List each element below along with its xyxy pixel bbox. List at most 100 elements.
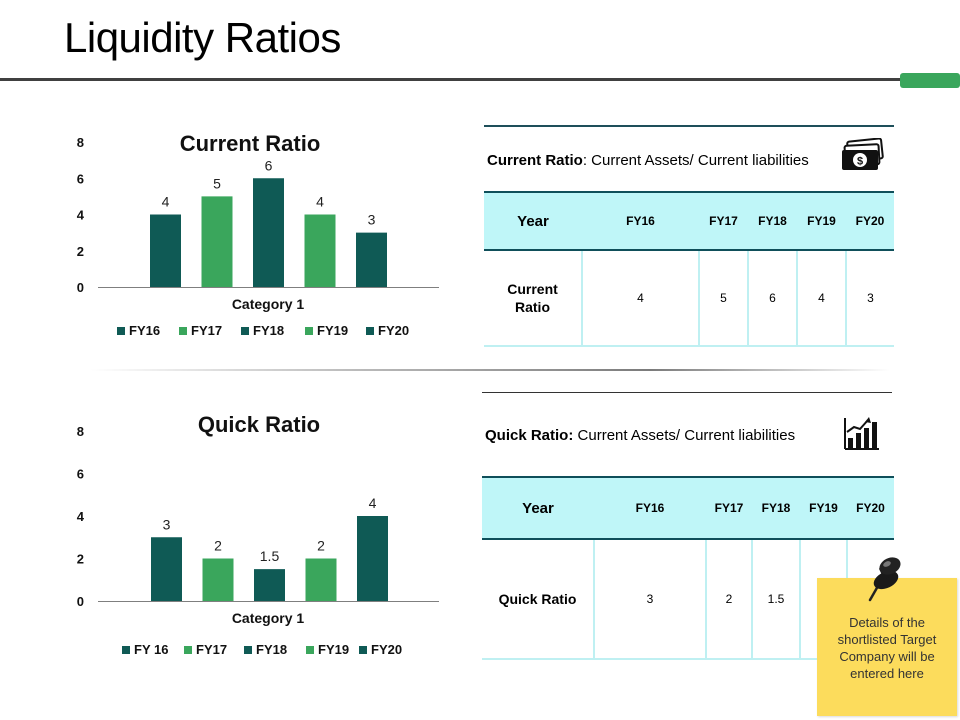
data-label: 5: [213, 175, 221, 191]
panel-top-rule: [484, 125, 894, 127]
current-ratio-formula: Current Ratio: Current Assets/ Current l…: [487, 152, 809, 169]
title-divider: [0, 78, 960, 81]
year-cell: FY18: [752, 476, 800, 540]
legend-label: FY20: [378, 323, 409, 338]
year-header: Year: [484, 191, 582, 251]
bar: [150, 214, 181, 287]
quick-ratio-chart: Quick Ratio 0 2 4 6 8 3 2 1.5 2 4 Category 1 FY 16 FY…: [77, 412, 439, 657]
data-label: 2: [214, 538, 222, 554]
year-cell: FY20: [846, 191, 894, 251]
panel-top-rule: [482, 392, 892, 393]
x-category-label: Category 1: [232, 610, 305, 626]
bar: [304, 214, 336, 287]
sticky-note-text: Details of the shortlisted Target Compan…: [837, 615, 937, 681]
year-cell: FY19: [800, 476, 847, 540]
section-divider: [90, 369, 890, 371]
data-label: 2: [317, 538, 325, 554]
bar: [305, 558, 337, 601]
data-label: 3: [368, 212, 376, 228]
value-cell: 4: [581, 250, 700, 347]
legend-label: FY 16: [134, 642, 168, 657]
slide-title: Liquidity Ratios: [64, 14, 341, 61]
legend-label: FY17: [191, 323, 222, 338]
y-tick-label: 6: [77, 467, 84, 482]
y-tick-label: 2: [77, 244, 84, 259]
legend-swatch: [241, 327, 249, 335]
formula-text: Current Assets/ Current liabilities: [573, 427, 796, 444]
value-cell: 1.5: [751, 539, 801, 660]
year-cell: FY16: [594, 476, 706, 540]
legend-label: FY19: [318, 642, 349, 657]
row-label-text: Current Ratio: [507, 281, 558, 315]
data-label: 6: [265, 157, 273, 173]
legend-label: FY18: [253, 323, 284, 338]
bar: [253, 178, 284, 287]
chart-title: Current Ratio: [180, 131, 321, 156]
pushpin-icon: [862, 556, 906, 607]
bar: [357, 516, 388, 601]
legend-swatch: [122, 646, 130, 654]
data-label: 1.5: [260, 548, 280, 564]
y-tick-label: 8: [77, 424, 84, 439]
bar: [201, 196, 233, 287]
value-cell: 3: [593, 539, 707, 660]
legend-swatch: [244, 646, 252, 654]
y-tick-label: 0: [77, 594, 84, 609]
year-cell: FY16: [582, 191, 699, 251]
y-tick-label: 4: [77, 509, 85, 524]
legend-swatch: [179, 327, 187, 335]
legend-label: FY19: [317, 323, 348, 338]
sticky-note: Details of the shortlisted Target Compan…: [817, 578, 957, 716]
data-label: 3: [163, 516, 171, 532]
legend-swatch: [359, 646, 367, 654]
legend-label: FY18: [256, 642, 287, 657]
value-cell: 4: [796, 250, 847, 347]
y-tick-label: 6: [77, 171, 84, 186]
data-label: 4: [369, 495, 377, 511]
legend-label: FY20: [371, 642, 402, 657]
legend-swatch: [184, 646, 192, 654]
table-header-row: Year FY16 FY17 FY18 FY19 FY20: [482, 476, 894, 540]
x-category-label: Category 1: [232, 296, 305, 312]
legend-swatch: [306, 646, 314, 654]
legend-label: FY16: [129, 323, 160, 338]
y-tick-label: 8: [77, 135, 84, 150]
current-ratio-chart: Current Ratio 0 2 4 6 8 4 5 6 4 3 Category 1 FY16 FY1…: [77, 131, 439, 338]
data-label: 4: [316, 194, 324, 210]
chart-title: Quick Ratio: [198, 412, 320, 437]
legend-swatch: [305, 327, 313, 335]
year-cell: FY18: [748, 191, 797, 251]
bar: [151, 537, 182, 601]
svg-text:$: $: [857, 156, 863, 168]
formula-term: Current Ratio: [487, 152, 583, 169]
formula-term: Quick Ratio:: [485, 427, 574, 444]
title-accent-bar: [900, 73, 960, 88]
value-cell: 3: [845, 250, 894, 347]
y-tick-label: 4: [77, 208, 85, 223]
value-cell: 5: [698, 250, 749, 347]
year-header: Year: [482, 476, 594, 540]
year-cell: FY17: [699, 191, 748, 251]
formula-text: : Current Assets/ Current liabilities: [582, 152, 809, 169]
y-tick-label: 2: [77, 552, 84, 567]
growth-chart-icon: [844, 416, 880, 455]
bar: [254, 569, 285, 601]
legend-swatch: [117, 327, 125, 335]
legend-label: FY17: [196, 642, 227, 657]
money-icon: $: [840, 137, 886, 177]
year-cell: FY19: [797, 191, 846, 251]
current-ratio-table: Year FY16 FY17 FY18 FY19 FY20 Current Ra…: [484, 191, 894, 347]
year-cell: FY17: [706, 476, 752, 540]
value-cell: 2: [705, 539, 753, 660]
quick-ratio-table: Year FY16 FY17 FY18 FY19 FY20 Quick Rati…: [482, 476, 894, 660]
value-cell: 6: [747, 250, 798, 347]
legend-swatch: [366, 327, 374, 335]
table-row: Current Ratio 4 5 6 4 3: [484, 250, 894, 347]
quick-ratio-formula: Quick Ratio: Current Assets/ Current lia…: [485, 427, 795, 444]
year-cell: FY20: [847, 476, 894, 540]
row-label: Quick Ratio: [482, 539, 595, 660]
bar: [202, 558, 234, 601]
y-tick-label: 0: [77, 280, 84, 295]
data-label: 4: [162, 194, 170, 210]
bar: [356, 232, 387, 287]
